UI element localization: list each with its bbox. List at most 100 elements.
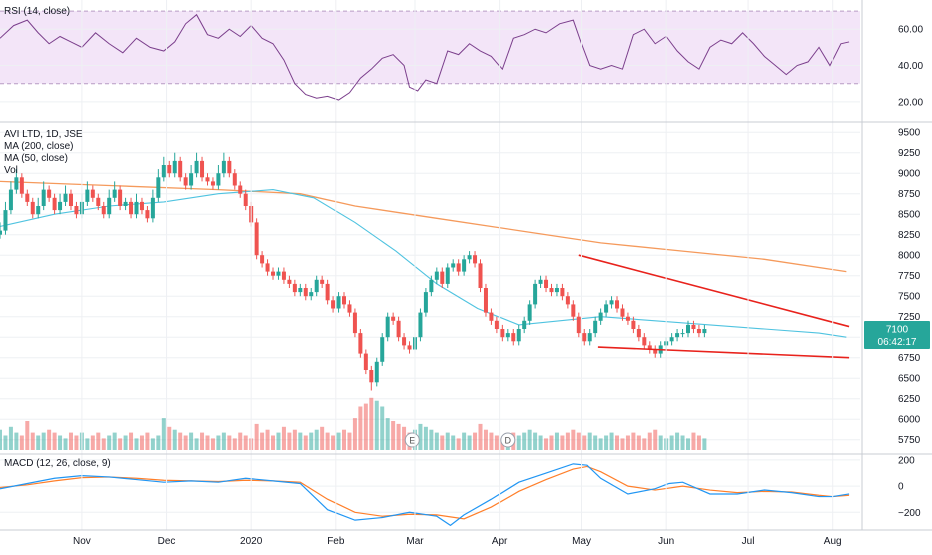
candle-body[interactable] xyxy=(385,316,390,338)
candle-body[interactable] xyxy=(494,320,499,329)
candle-body[interactable] xyxy=(178,160,183,178)
candle-body[interactable] xyxy=(522,320,527,329)
candle-body[interactable] xyxy=(52,197,57,211)
candle-body[interactable] xyxy=(702,329,707,334)
candle-body[interactable] xyxy=(134,201,139,215)
candle-body[interactable] xyxy=(358,333,363,354)
candle-body[interactable] xyxy=(467,255,472,260)
candle-body[interactable] xyxy=(3,210,8,231)
candle-body[interactable] xyxy=(396,320,401,338)
ma200-legend[interactable]: MA (200, close) xyxy=(4,141,73,152)
candle-body[interactable] xyxy=(434,271,439,280)
candle-body[interactable] xyxy=(85,189,90,202)
candle-body[interactable] xyxy=(243,193,248,206)
candle-body[interactable] xyxy=(287,279,292,284)
candle-body[interactable] xyxy=(478,263,483,288)
candle-body[interactable] xyxy=(369,370,374,383)
candle-body[interactable] xyxy=(227,160,232,174)
macd-signal-line[interactable] xyxy=(0,465,850,520)
candle-body[interactable] xyxy=(625,316,630,321)
ma50-legend[interactable]: MA (50, close) xyxy=(4,153,68,164)
candle-body[interactable] xyxy=(549,288,554,293)
candle-body[interactable] xyxy=(325,283,330,301)
candle-body[interactable] xyxy=(25,193,30,202)
candle-body[interactable] xyxy=(423,292,428,313)
candle-body[interactable] xyxy=(36,206,41,215)
candle-body[interactable] xyxy=(620,308,625,317)
candle-body[interactable] xyxy=(161,165,166,178)
candle-body[interactable] xyxy=(139,201,144,211)
candle-body[interactable] xyxy=(145,210,150,219)
candle-body[interactable] xyxy=(669,337,674,342)
candle-body[interactable] xyxy=(440,271,445,284)
candle-body[interactable] xyxy=(374,361,379,383)
symbol-legend[interactable]: AVI LTD, 1D, JSE xyxy=(4,129,83,140)
candle-body[interactable] xyxy=(576,316,581,334)
candle-body[interactable] xyxy=(221,160,226,174)
candle-body[interactable] xyxy=(74,206,79,215)
rsi-legend[interactable]: RSI (14, close) xyxy=(4,6,70,17)
candle-body[interactable] xyxy=(462,259,467,272)
candle-body[interactable] xyxy=(298,288,303,293)
candle-body[interactable] xyxy=(342,296,346,305)
candle-body[interactable] xyxy=(58,201,63,211)
candle-body[interactable] xyxy=(615,300,620,309)
candle-body[interactable] xyxy=(47,189,52,198)
candle-body[interactable] xyxy=(336,296,341,309)
candle-body[interactable] xyxy=(271,271,276,276)
candle-body[interactable] xyxy=(205,177,210,182)
candle-body[interactable] xyxy=(527,304,532,321)
candle-body[interactable] xyxy=(331,300,336,309)
candle-body[interactable] xyxy=(309,292,314,297)
candle-body[interactable] xyxy=(653,349,658,354)
candle-body[interactable] xyxy=(598,312,603,321)
candle-body[interactable] xyxy=(260,255,265,264)
candle-body[interactable] xyxy=(516,329,521,342)
macd-legend[interactable]: MACD (12, 26, close, 9) xyxy=(4,458,111,469)
candle-body[interactable] xyxy=(402,337,407,346)
candle-body[interactable] xyxy=(123,201,128,206)
candle-body[interactable] xyxy=(238,185,243,194)
candle-body[interactable] xyxy=(593,320,598,334)
candle-body[interactable] xyxy=(118,189,123,206)
candle-body[interactable] xyxy=(41,189,46,206)
candle-body[interactable] xyxy=(0,230,2,235)
candle-body[interactable] xyxy=(500,329,505,338)
candle-body[interactable] xyxy=(194,160,199,174)
rsi-line[interactable] xyxy=(0,13,850,101)
candle-body[interactable] xyxy=(511,333,516,342)
candle-body[interactable] xyxy=(544,279,549,288)
candle-body[interactable] xyxy=(352,312,357,334)
event-marker[interactable] xyxy=(404,432,420,448)
candle-body[interactable] xyxy=(63,193,68,202)
candle-body[interactable] xyxy=(686,324,690,334)
candle-body[interactable] xyxy=(281,271,286,280)
candle-body[interactable] xyxy=(505,333,510,338)
candle-body[interactable] xyxy=(167,165,172,174)
candle-body[interactable] xyxy=(554,288,559,293)
candle-body[interactable] xyxy=(407,345,412,350)
candle-body[interactable] xyxy=(19,177,24,194)
candle-body[interactable] xyxy=(451,263,456,268)
candle-body[interactable] xyxy=(609,300,614,305)
candle-body[interactable] xyxy=(320,279,325,284)
candle-body[interactable] xyxy=(565,296,570,305)
candle-body[interactable] xyxy=(642,337,647,346)
macd-line[interactable] xyxy=(0,463,850,527)
candle-body[interactable] xyxy=(216,173,221,186)
candle-body[interactable] xyxy=(189,173,194,186)
candle-body[interactable] xyxy=(604,304,609,313)
candle-body[interactable] xyxy=(691,324,696,329)
candle-body[interactable] xyxy=(68,193,73,206)
candle-body[interactable] xyxy=(254,222,259,256)
trendline[interactable] xyxy=(597,346,850,359)
candle-body[interactable] xyxy=(156,177,161,198)
trendline[interactable] xyxy=(578,254,850,328)
candle-body[interactable] xyxy=(292,283,297,293)
candle-body[interactable] xyxy=(232,173,237,186)
candle-body[interactable] xyxy=(129,201,134,215)
candle-body[interactable] xyxy=(90,189,95,198)
candle-body[interactable] xyxy=(445,267,450,284)
candle-body[interactable] xyxy=(571,304,576,317)
candle-body[interactable] xyxy=(150,197,155,219)
